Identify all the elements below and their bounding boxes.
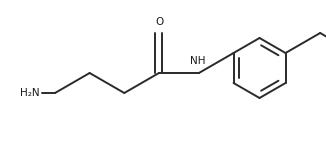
Text: H₂N: H₂N [20,88,40,98]
Text: NH: NH [190,56,206,66]
Text: O: O [156,17,164,27]
